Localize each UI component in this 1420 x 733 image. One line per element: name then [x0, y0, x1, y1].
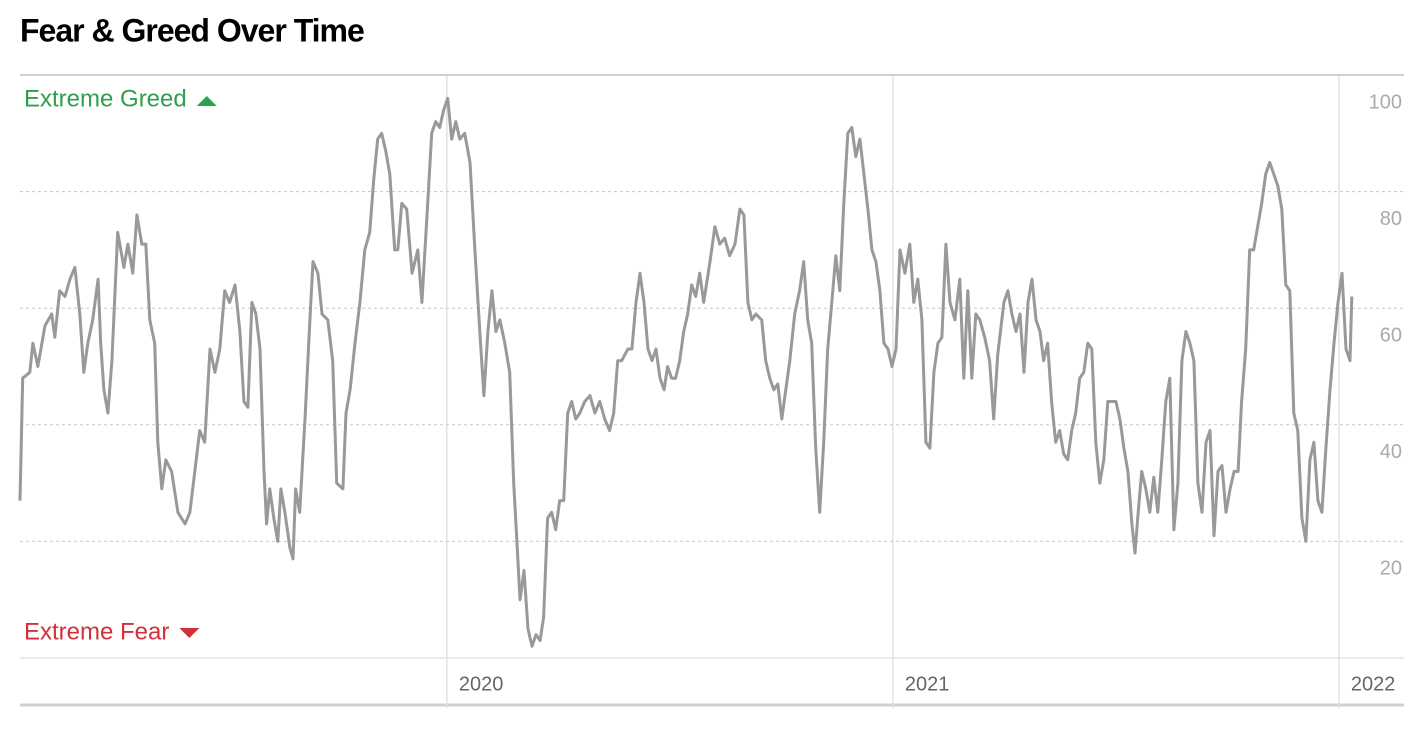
chart-title: Fear & Greed Over Time: [20, 12, 364, 48]
y-tick-label: 60: [1380, 324, 1402, 346]
x-tick-label: 2020: [459, 673, 504, 695]
index-line: [18, 96, 1354, 648]
y-tick-label: 80: [1380, 208, 1402, 230]
extreme-fear-label: Extreme Fear: [24, 618, 169, 645]
extreme-greed-label: Extreme Greed: [24, 85, 187, 112]
y-tick-label: 100: [1369, 91, 1402, 113]
up-arrow: [196, 96, 217, 106]
y-tick-label: 40: [1380, 441, 1402, 463]
down-arrow: [179, 628, 200, 638]
y-tick-label: 20: [1380, 558, 1402, 580]
x-tick-label: 2021: [905, 673, 950, 695]
x-tick-label: 2022: [1351, 673, 1396, 695]
